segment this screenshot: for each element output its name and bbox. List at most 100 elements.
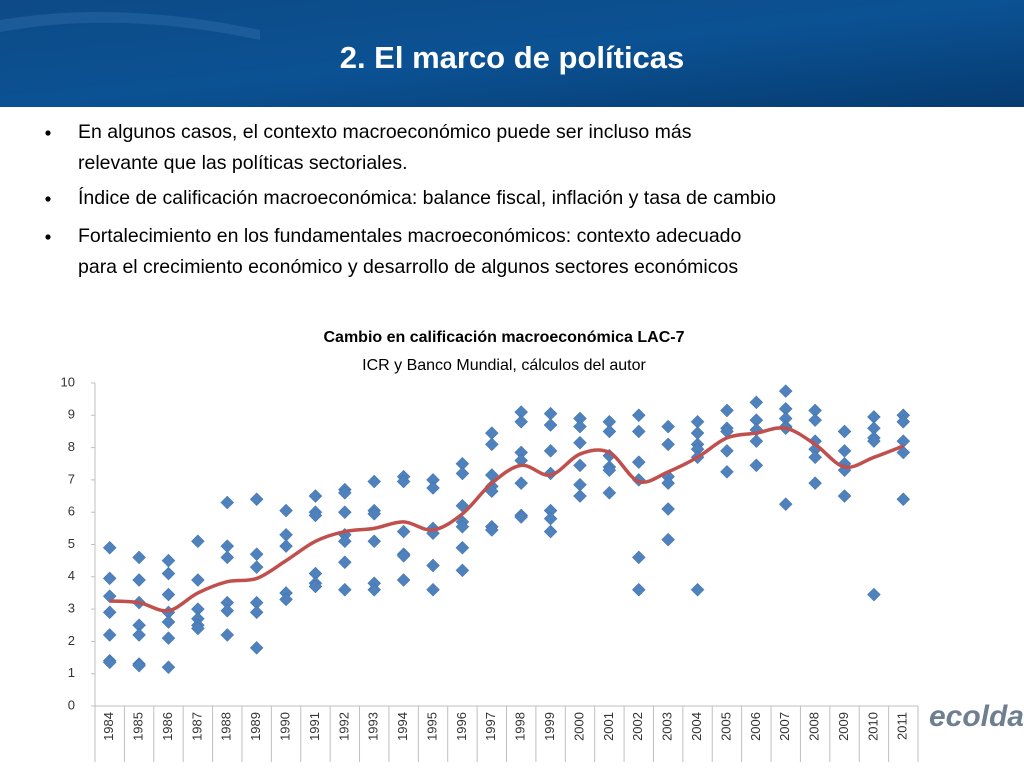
x-tick-label: 1996 bbox=[454, 712, 469, 741]
x-tick-label: 1993 bbox=[366, 712, 381, 741]
point bbox=[602, 485, 617, 500]
point bbox=[720, 464, 734, 479]
point bbox=[220, 550, 235, 565]
point bbox=[867, 434, 881, 448]
point bbox=[720, 443, 734, 458]
y-tick-label: 1 bbox=[68, 665, 75, 680]
slide-title: 2. El marco de políticas bbox=[340, 40, 685, 75]
point bbox=[455, 519, 470, 534]
point bbox=[573, 435, 587, 450]
point bbox=[543, 443, 558, 458]
point bbox=[602, 424, 617, 439]
point bbox=[426, 558, 440, 573]
y-tick-label: 7 bbox=[68, 471, 75, 486]
point bbox=[337, 582, 352, 597]
bullet-text: relevante que las políticas sectoriales. bbox=[78, 152, 408, 174]
point bbox=[396, 524, 411, 539]
point bbox=[161, 587, 176, 602]
point bbox=[484, 523, 499, 537]
y-tick-label: 2 bbox=[68, 633, 75, 648]
point bbox=[367, 474, 382, 489]
point bbox=[749, 434, 764, 448]
x-tick-label: 1986 bbox=[160, 712, 175, 741]
x-tick-label: 1985 bbox=[131, 712, 146, 741]
y-tick-label: 5 bbox=[68, 536, 75, 551]
point bbox=[690, 582, 705, 597]
point bbox=[720, 403, 734, 418]
point bbox=[778, 384, 793, 398]
x-tick-label: 1999 bbox=[542, 712, 557, 741]
point bbox=[661, 502, 676, 516]
bullet-text: Índice de calificación macroeconómica: b… bbox=[78, 186, 776, 209]
point bbox=[455, 466, 470, 481]
point bbox=[102, 540, 117, 555]
point bbox=[543, 524, 558, 539]
x-tick-label: 1997 bbox=[483, 712, 498, 741]
point bbox=[661, 476, 676, 490]
point bbox=[631, 408, 646, 423]
point bbox=[396, 573, 411, 587]
x-tick-label: 1984 bbox=[101, 712, 116, 741]
y-tick-label: 3 bbox=[68, 601, 75, 616]
point bbox=[161, 631, 176, 646]
point bbox=[661, 419, 676, 434]
x-tick-label: 2004 bbox=[689, 712, 704, 741]
x-tick-label: 2005 bbox=[718, 712, 733, 741]
point bbox=[279, 539, 293, 553]
point bbox=[337, 505, 352, 520]
x-tick-label: 1998 bbox=[513, 712, 528, 741]
y-tick-label: 6 bbox=[68, 504, 75, 519]
point bbox=[808, 450, 822, 465]
point bbox=[337, 555, 352, 570]
point bbox=[837, 443, 852, 458]
point bbox=[396, 548, 411, 563]
point bbox=[132, 628, 146, 642]
y-tick-label: 4 bbox=[68, 568, 75, 583]
point bbox=[631, 550, 646, 565]
x-tick-label: 1994 bbox=[395, 712, 410, 741]
point bbox=[249, 605, 264, 620]
y-tick-label: 10 bbox=[61, 374, 75, 389]
point bbox=[220, 495, 235, 510]
point bbox=[837, 489, 852, 503]
y-tick-label: 8 bbox=[68, 439, 75, 454]
x-tick-label: 2001 bbox=[601, 712, 616, 741]
point bbox=[367, 534, 382, 549]
point bbox=[631, 424, 646, 439]
point bbox=[279, 592, 293, 607]
chart-title: Cambio en calificación macroeconómica LA… bbox=[324, 329, 685, 346]
point bbox=[896, 445, 911, 460]
header-swoosh bbox=[0, 12, 260, 40]
point bbox=[514, 476, 529, 490]
x-tick-label: 1987 bbox=[189, 712, 204, 741]
x-tick-label: 2003 bbox=[660, 712, 675, 741]
point bbox=[308, 489, 323, 503]
point bbox=[573, 489, 587, 503]
y-tick-label: 0 bbox=[68, 697, 75, 712]
point bbox=[631, 582, 646, 597]
bullet-dot bbox=[45, 196, 51, 202]
point bbox=[749, 458, 764, 473]
point bbox=[837, 424, 852, 439]
point bbox=[132, 550, 146, 565]
point bbox=[514, 414, 529, 429]
point bbox=[808, 413, 822, 427]
point bbox=[102, 655, 117, 670]
plot-area: 0 1 2 3 4 5 6 7 8 9 10 1984 1985 1986 1987 1988 1989 1990… bbox=[61, 374, 919, 762]
bullet-dot bbox=[45, 130, 51, 136]
point bbox=[102, 628, 117, 642]
x-tick-label: 1989 bbox=[248, 712, 263, 741]
x-tick-label: 2000 bbox=[571, 712, 586, 741]
x-tick-label: 1992 bbox=[336, 712, 351, 741]
bullet-text: Fortalecimiento en los fundamentales mac… bbox=[78, 225, 742, 247]
x-tick-label: 2009 bbox=[836, 712, 851, 741]
point bbox=[161, 553, 176, 568]
point bbox=[749, 395, 764, 410]
x-tick-label: 2006 bbox=[748, 712, 763, 741]
point bbox=[808, 476, 822, 490]
point bbox=[631, 455, 646, 469]
point bbox=[367, 506, 382, 521]
bullet-text: En algunos casos, el contexto macroeconó… bbox=[78, 121, 692, 143]
point bbox=[220, 603, 235, 618]
